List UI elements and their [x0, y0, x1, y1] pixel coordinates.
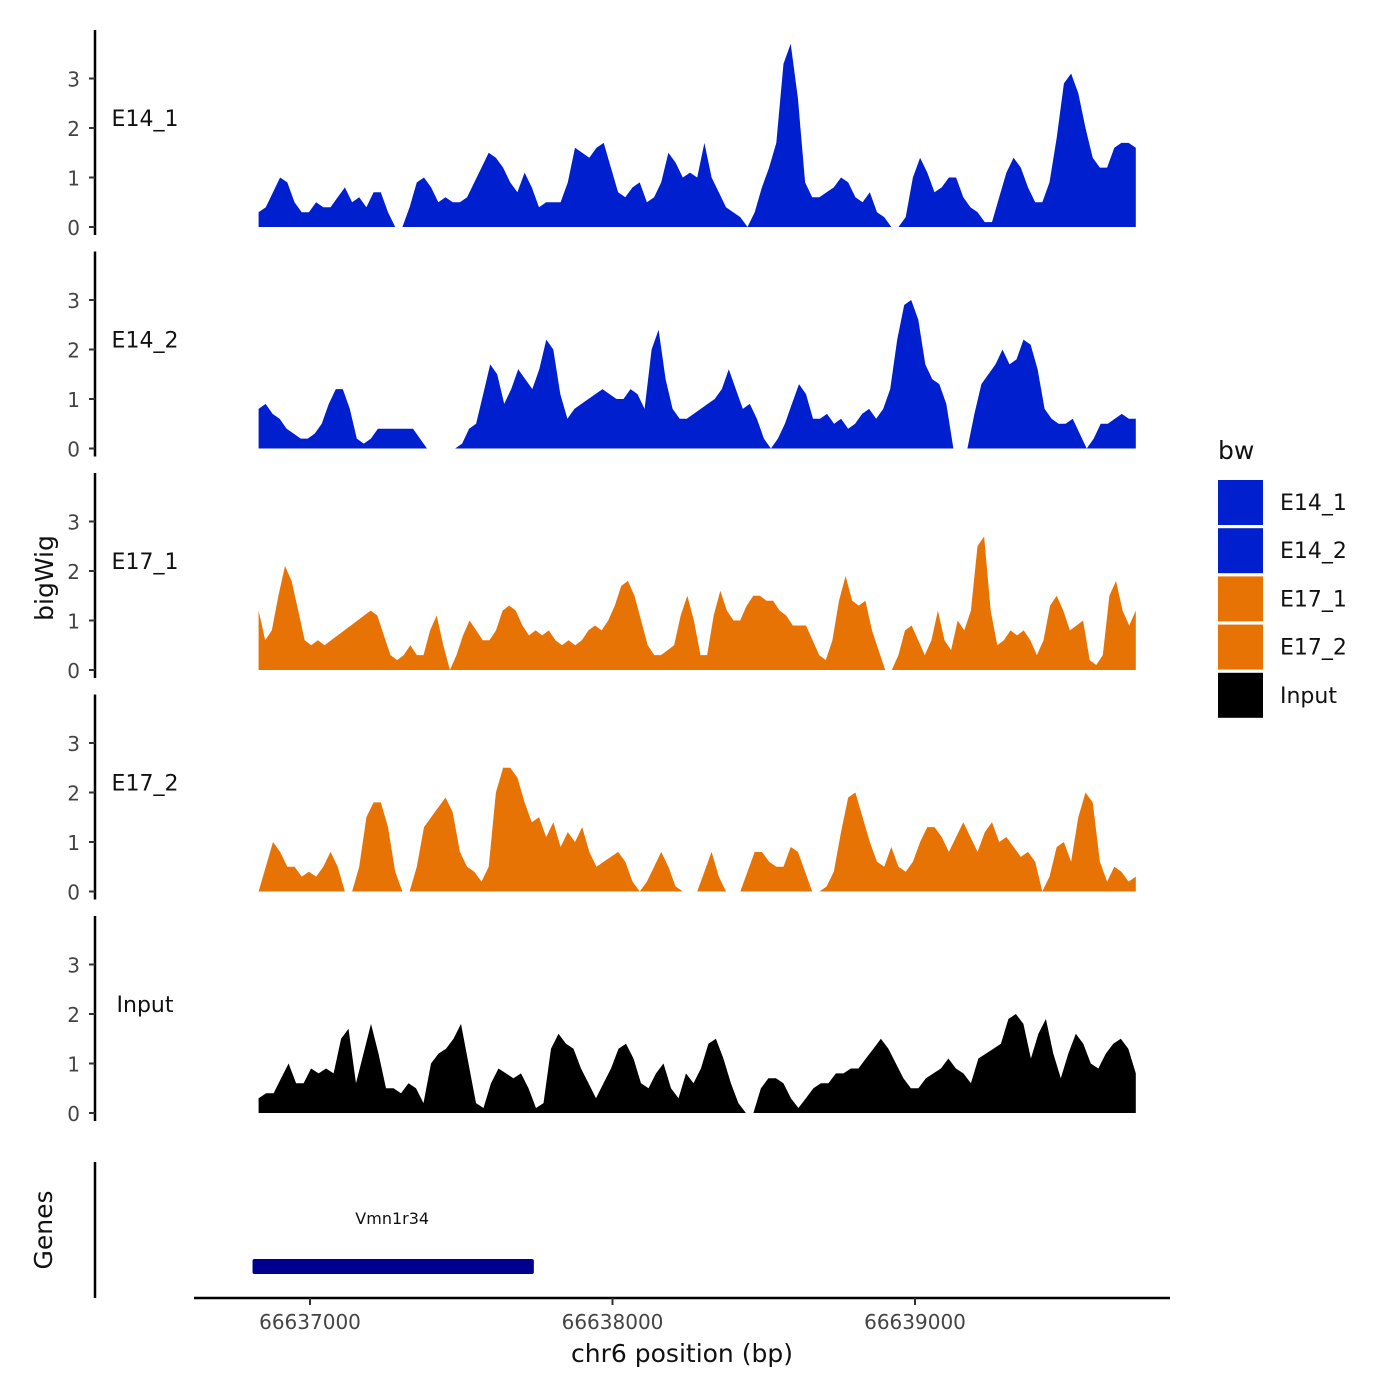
y-tick-label: 1 [67, 167, 80, 191]
legend-label: E14_1 [1280, 491, 1347, 516]
y-tick-label: 3 [67, 511, 80, 535]
signal-area-E14_2 [258, 389, 427, 449]
legend-swatch-E14_2 [1218, 528, 1263, 574]
y-tick-label: 1 [67, 1053, 80, 1077]
track-label: E17_1 [112, 550, 179, 575]
track-E14_2: 0 1 2 3 E14_2 [67, 251, 1136, 462]
y-tick-label: 3 [67, 68, 80, 92]
signal-area-E14_2 [967, 339, 1136, 449]
signal-area-E17_2 [697, 851, 726, 892]
y-tick-label: 0 [67, 1102, 80, 1126]
gene-bar [252, 1259, 534, 1274]
gene-track: Genes Vmn1r34 [29, 1162, 534, 1298]
signal-area-E14_2 [455, 300, 954, 449]
y-tick-label: 0 [67, 216, 80, 240]
y-tick-label: 1 [67, 831, 80, 855]
signal-area-E17_2 [352, 802, 403, 892]
legend-label: Input [1280, 684, 1337, 709]
track-Input: 0 1 2 3 Input [67, 916, 1136, 1126]
y-tick-label: 0 [67, 438, 80, 462]
track-label: E14_1 [112, 107, 179, 132]
y-tick-label: 2 [67, 117, 80, 141]
y-tick-label: 2 [67, 782, 80, 806]
y-tick-label: 2 [67, 1003, 80, 1027]
x-tick-label: 66637000 [259, 1310, 361, 1334]
y-tick-label: 1 [67, 388, 80, 412]
signal-area-E17_2 [258, 842, 345, 892]
legend-label: E17_2 [1280, 636, 1347, 661]
legend-items: E14_1 E14_2 E17_1 E17_2 Input [1218, 480, 1347, 718]
signal-area-E14_1 [898, 73, 1136, 227]
y-axis-title: bigWig [30, 535, 59, 621]
y-tick-label: 3 [67, 289, 80, 313]
x-ticks: 66637000 66638000 66639000 [259, 1298, 966, 1334]
legend-swatch-E17_1 [1218, 576, 1263, 622]
signal-area-E14_1 [402, 43, 892, 227]
signal-area-E17_1 [258, 566, 886, 670]
legend-swatch-Input [1218, 672, 1263, 718]
signal-area-E17_2 [819, 792, 1136, 892]
gene-label: Vmn1r34 [355, 1209, 429, 1228]
y-tick-label: 1 [67, 610, 80, 634]
legend-title: bw [1218, 436, 1254, 465]
track-label: E17_2 [112, 772, 179, 797]
legend-swatch-E14_1 [1218, 480, 1263, 525]
x-axis: 66637000 66638000 66639000 chr6 position (… [194, 1296, 1170, 1368]
legend-label: E14_2 [1280, 539, 1347, 564]
legend-swatch-E17_2 [1218, 624, 1263, 670]
track-label: E14_2 [112, 329, 179, 354]
track-E17_1: 0 1 2 3 E17_1 [67, 473, 1136, 683]
signal-area-E17_1 [891, 536, 1136, 670]
legend-label: E17_1 [1280, 587, 1347, 612]
track-label: Input [117, 993, 174, 1018]
y-tick-label: 2 [67, 339, 80, 363]
legend: bw E14_1 E14_2 E17_1 E17_2 Input [1218, 436, 1347, 718]
tracks-layer: 0 1 2 3 E14_1 0 1 2 3 E14_2 0 1 2 3 E17_1 0 1 2 3 E17_2 0 1 2 3… [67, 30, 1136, 1126]
y-tick-label: 3 [67, 732, 80, 756]
y-tick-label: 0 [67, 659, 80, 683]
y-tick-label: 2 [67, 560, 80, 584]
signal-area-E14_1 [258, 177, 396, 227]
x-tick-label: 66639000 [864, 1310, 966, 1334]
signal-area-Input [753, 1014, 1136, 1113]
x-tick-label: 66638000 [562, 1310, 664, 1334]
y-tick-label: 0 [67, 881, 80, 905]
track-E14_1: 0 1 2 3 E14_1 [67, 30, 1136, 240]
signal-area-E17_2 [740, 847, 813, 892]
signal-area-E17_2 [409, 767, 683, 892]
y-tick-label: 3 [67, 954, 80, 978]
gene-track-label: Genes [29, 1190, 58, 1269]
track-E17_2: 0 1 2 3 E17_2 [67, 694, 1136, 905]
x-axis-title: chr6 position (bp) [571, 1339, 793, 1368]
signal-area-Input [258, 1023, 746, 1113]
